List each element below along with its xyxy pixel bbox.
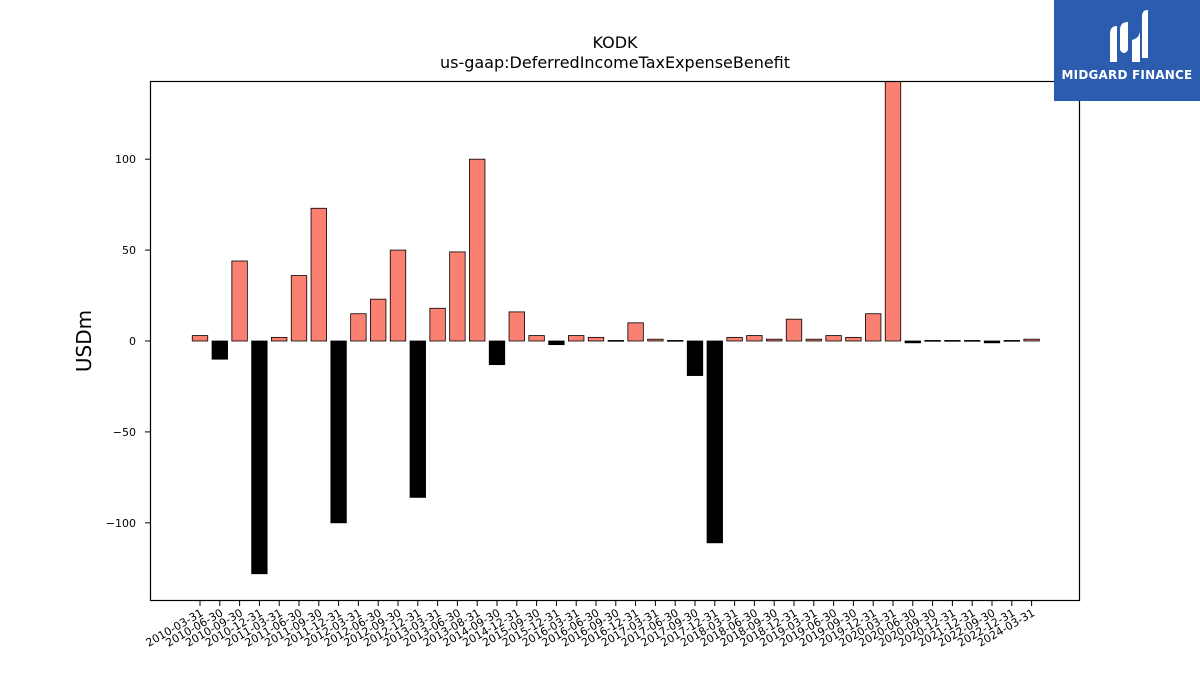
bar-2022-09-30 — [983, 340, 1001, 344]
bar-2013-06-30 — [449, 251, 466, 342]
y-axis-label: USDm — [72, 310, 96, 372]
bar-2011-12-31 — [330, 340, 347, 524]
midgard-m-logo-icon — [1110, 10, 1148, 62]
bar-2012-03-31 — [350, 313, 367, 342]
bar-2021-12-31 — [964, 340, 981, 342]
bar-2011-06-30 — [290, 275, 308, 342]
bar-2024-03-31 — [1023, 338, 1040, 342]
bar-2015-12-31 — [548, 340, 565, 346]
bar-2014-09-30 — [488, 340, 506, 366]
y-tick-label: −100 — [106, 517, 136, 530]
y-tick-label: 50 — [122, 244, 136, 257]
bar-2012-12-31 — [409, 340, 426, 498]
bar-2013-08-31 — [469, 158, 486, 342]
bar-2010-06-30 — [211, 340, 228, 360]
y-tick-label: 100 — [115, 153, 136, 166]
bar-series — [191, 81, 1040, 575]
bar-2011-09-30 — [310, 207, 327, 342]
bar-2018-06-30 — [746, 335, 763, 342]
bar-2017-09-30 — [686, 340, 704, 376]
bar-2010-12-31 — [251, 340, 268, 575]
bar-2017-03-31 — [647, 338, 664, 342]
midgard-finance-logo: MIDGARD FINANCE — [1054, 0, 1200, 101]
bar-2011-03-31 — [271, 336, 288, 342]
bar-2016-06-30 — [587, 336, 605, 342]
bar-2019-03-31 — [805, 338, 822, 342]
bar-2010-09-30 — [231, 260, 248, 342]
plot-frame — [149, 80, 1081, 602]
bar-2019-09-30 — [845, 336, 862, 342]
bar-2016-09-30 — [607, 340, 624, 342]
bar-2020-09-30 — [924, 340, 941, 342]
bar-2012-06-30 — [370, 298, 387, 342]
bar-2018-12-31 — [785, 318, 803, 342]
bar-2017-12-31 — [706, 340, 723, 544]
bar-2019-12-31 — [865, 313, 882, 342]
bar-2016-12-31 — [627, 322, 644, 342]
chart-title: KODK — [592, 33, 638, 52]
y-tick-label: −50 — [113, 426, 136, 439]
bar-2018-03-31 — [726, 336, 743, 342]
bar-2022-12-31 — [1003, 340, 1020, 342]
bar-2012-09-30 — [389, 249, 407, 342]
bar-2014-12-31 — [508, 311, 525, 342]
bar-2018-09-30 — [766, 338, 783, 342]
y-axis: −100 −50 0 50 100 — [106, 153, 150, 530]
bar-2016-03-31 — [568, 335, 585, 342]
bar-2017-06-30 — [667, 340, 684, 342]
bar-2010-03-31 — [191, 335, 209, 342]
bar-2020-12-31 — [944, 340, 961, 342]
bar-2015-09-30 — [528, 335, 545, 342]
chart-subtitle: us-gaap:DeferredIncomeTaxExpenseBenefit — [440, 53, 790, 72]
brand-name: MIDGARD FINANCE — [1061, 68, 1193, 82]
bar-2020-03-31 — [884, 81, 902, 342]
bar-2019-06-30 — [825, 335, 842, 342]
bar-2020-06-30 — [904, 340, 921, 344]
bar-2013-03-31 — [429, 307, 446, 342]
y-tick-label: 0 — [129, 335, 136, 348]
x-axis: 2010-03-312010-06-302010-09-302010-12-31… — [144, 601, 1037, 650]
